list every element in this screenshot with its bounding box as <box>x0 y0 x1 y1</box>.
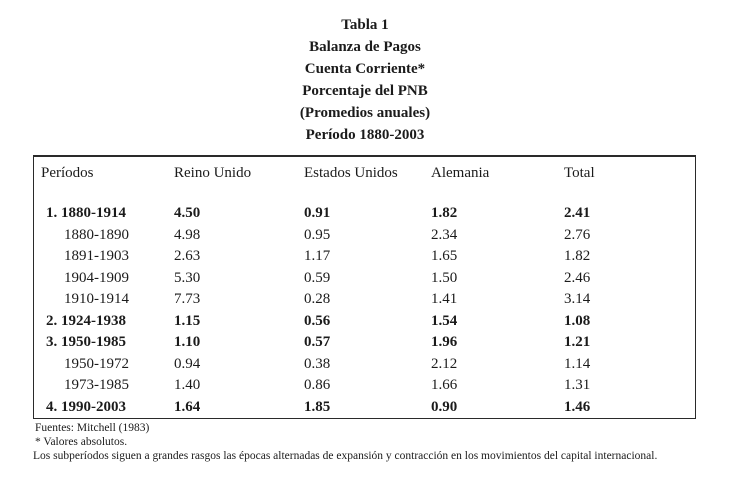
value-cell: 1.64 <box>174 398 201 415</box>
table-body: 1. 1880-1914 4.50 0.91 1.82 2.41 1880-1890 4.9… <box>41 203 695 418</box>
value-cell: 2.76 <box>564 226 591 243</box>
period-cell: 2. 1924-1938 <box>46 312 126 329</box>
col-header-estados-unidos: Estados Unidos <box>304 165 398 181</box>
value-cell: 2.63 <box>174 248 201 264</box>
value-cell: 5.30 <box>174 269 201 286</box>
value-cell: 1.54 <box>431 312 458 329</box>
period-cell: 1880-1890 <box>64 226 129 243</box>
value-cell: 0.59 <box>304 269 331 286</box>
balance-of-payments-table: Períodos Reino Unido Estados Unidos Alem… <box>33 155 696 419</box>
value-cell: 1.65 <box>431 248 458 264</box>
col-header-alemania: Alemania <box>431 165 490 181</box>
value-cell: 1.17 <box>304 248 331 264</box>
title-line-period: Período 1880-2003 <box>305 127 425 143</box>
value-cell: 0.94 <box>174 355 201 372</box>
table-row: 1880-1890 4.98 0.95 2.34 2.76 <box>41 225 695 247</box>
value-cell: 1.96 <box>431 334 458 350</box>
value-cell: 2.34 <box>431 226 458 243</box>
period-cell: 4. 1990-2003 <box>46 398 126 415</box>
table-row: 4. 1990-2003 1.64 1.85 0.90 1.46 <box>41 397 695 419</box>
value-cell: 2.12 <box>431 355 458 372</box>
asterisk-note: * Valores absolutos. <box>35 436 128 448</box>
title-line-account: Cuenta Corriente* <box>304 61 426 77</box>
table-row: 1973-1985 1.40 0.86 1.66 1.31 <box>41 375 695 397</box>
table-row: 1891-1903 2.63 1.17 1.65 1.82 <box>41 246 695 268</box>
value-cell: 0.91 <box>304 205 331 221</box>
value-cell: 0.95 <box>304 226 331 243</box>
table-row: 1950-1972 0.94 0.38 2.12 1.14 <box>41 354 695 376</box>
period-cell: 1973-1985 <box>64 377 129 393</box>
value-cell: 1.85 <box>304 398 331 415</box>
table-row: 3. 1950-1985 1.10 0.57 1.96 1.21 <box>41 332 695 354</box>
title-line-measure: Porcentaje del PNB <box>302 83 428 99</box>
footnotes: Fuentes: Mitchell (1983) * Valores absol… <box>33 421 705 463</box>
value-cell: 0.28 <box>304 291 331 307</box>
value-cell: 3.14 <box>564 291 591 307</box>
value-cell: 1.66 <box>431 377 458 393</box>
col-header-total: Total <box>564 165 595 181</box>
period-cell: 1891-1903 <box>64 248 129 264</box>
value-cell: 4.98 <box>174 226 201 243</box>
value-cell: 7.73 <box>174 291 201 307</box>
value-cell: 1.82 <box>564 248 591 264</box>
title-line-table-number: Tabla 1 <box>341 17 389 33</box>
value-cell: 1.40 <box>174 377 201 393</box>
value-cell: 1.31 <box>564 377 591 393</box>
value-cell: 4.50 <box>174 205 201 221</box>
value-cell: 0.86 <box>304 377 331 393</box>
value-cell: 0.90 <box>431 398 458 415</box>
value-cell: 1.82 <box>431 205 458 221</box>
value-cell: 1.46 <box>564 398 591 415</box>
period-cell: 1904-1909 <box>64 269 129 286</box>
table-row: 1904-1909 5.30 0.59 1.50 2.46 <box>41 268 695 290</box>
value-cell: 0.38 <box>304 355 331 372</box>
value-cell: 1.10 <box>174 334 201 350</box>
col-header-reino-unido: Reino Unido <box>174 165 252 181</box>
period-cell: 1. 1880-1914 <box>46 205 126 221</box>
value-cell: 0.57 <box>304 334 331 350</box>
table-header-row: Períodos Reino Unido Estados Unidos Alem… <box>41 157 695 183</box>
value-cell: 0.56 <box>304 312 331 329</box>
value-cell: 1.41 <box>431 291 458 307</box>
period-cell: 1910-1914 <box>64 291 129 307</box>
period-cell: 3. 1950-1985 <box>46 334 126 350</box>
header-spacer <box>41 183 695 203</box>
table-row: 1910-1914 7.73 0.28 1.41 3.14 <box>41 289 695 311</box>
value-cell: 1.14 <box>564 355 591 372</box>
value-cell: 1.08 <box>564 312 591 329</box>
table-row: 2. 1924-1938 1.15 0.56 1.54 1.08 <box>41 311 695 333</box>
table-row: 1. 1880-1914 4.50 0.91 1.82 2.41 <box>41 203 695 225</box>
value-cell: 1.15 <box>174 312 201 329</box>
title-line-averages: (Promedios anuales) <box>299 105 431 121</box>
col-header-periodos: Períodos <box>41 165 94 181</box>
value-cell: 2.46 <box>564 269 591 286</box>
source-note: Fuentes: Mitchell (1983) <box>35 422 150 434</box>
table-title-block: Tabla 1 Balanza de Pagos Cuenta Corrient… <box>0 14 730 146</box>
value-cell: 1.50 <box>431 269 458 286</box>
value-cell: 2.41 <box>564 205 591 221</box>
subperiod-note: Los subperíodos siguen a grandes rasgos … <box>33 450 658 462</box>
period-cell: 1950-1972 <box>64 355 129 372</box>
value-cell: 1.21 <box>564 334 591 350</box>
title-line-subject: Balanza de Pagos <box>309 39 421 55</box>
